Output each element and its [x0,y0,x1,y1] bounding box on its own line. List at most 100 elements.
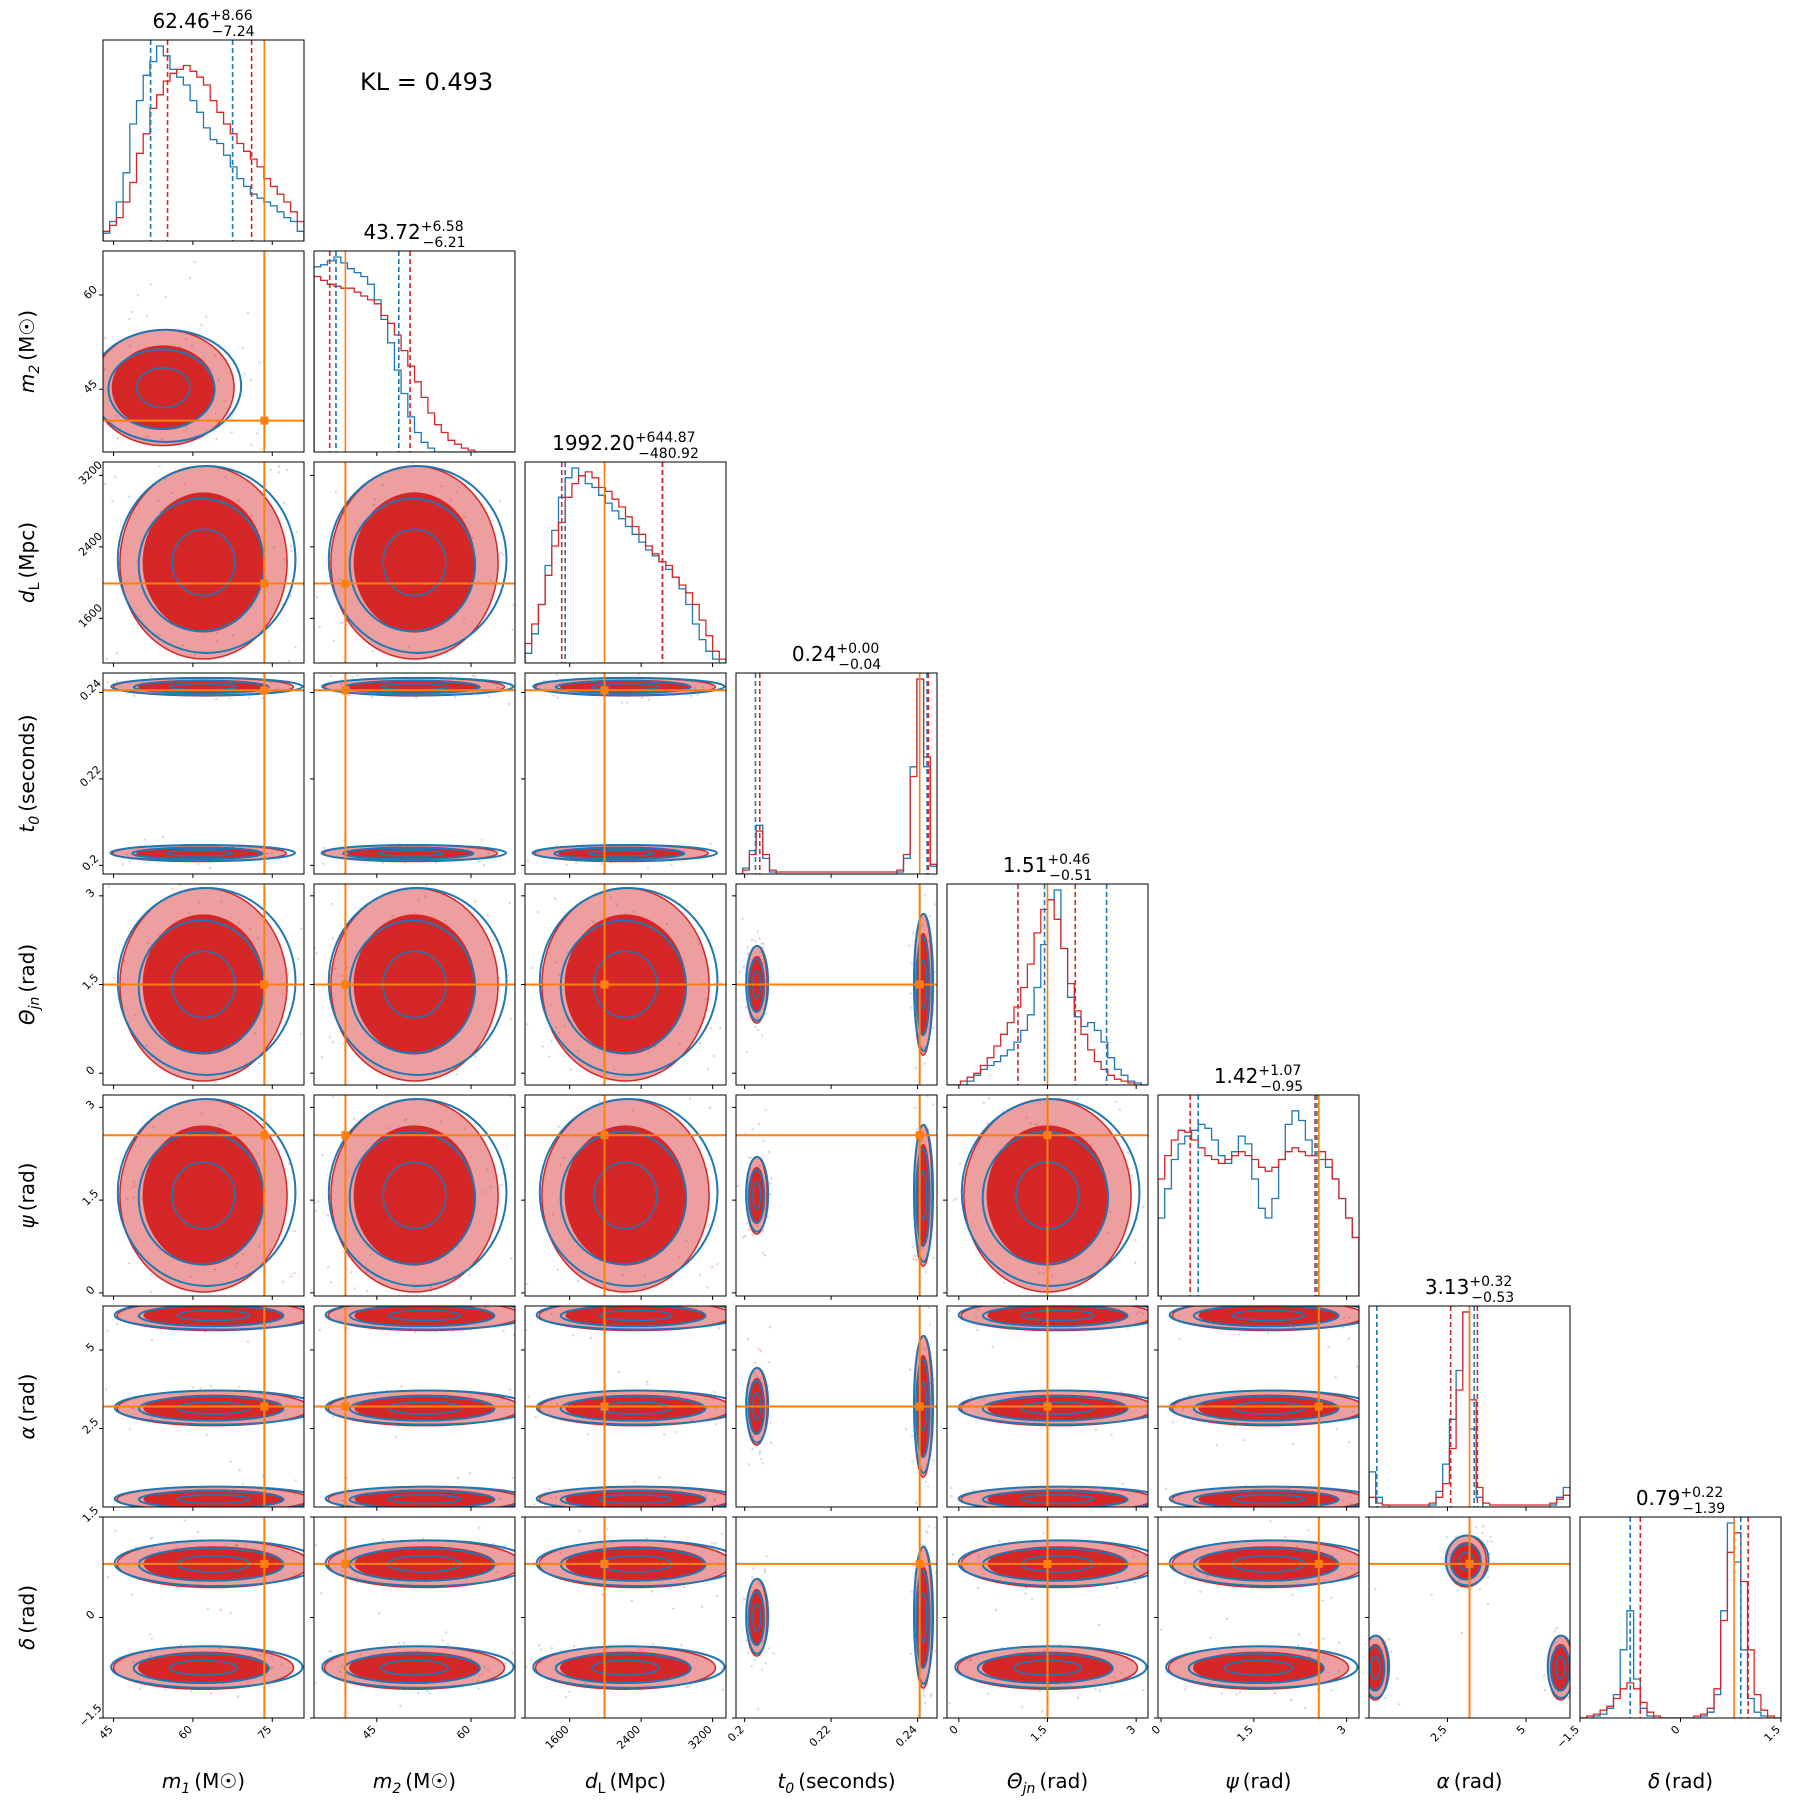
sample-point [598,1100,601,1103]
x-tick-label: 0 [1668,1723,1682,1737]
contour-outer-blue [116,1098,297,1287]
sample-point [189,1082,191,1084]
sample-point [332,1095,335,1098]
sample-point [614,1301,616,1303]
sample-point [551,1213,554,1216]
contour-inner-blue [976,1652,1114,1685]
sample-point [439,1120,443,1124]
sample-point [351,753,353,755]
sample-point [150,1273,153,1276]
sample-point [1080,1081,1082,1083]
truth-marker [341,1402,350,1411]
truth-marker [600,686,609,695]
truth-marker [341,686,350,695]
sample-point [71,1575,73,1577]
sample-point [1349,1503,1353,1506]
sample-point [511,434,513,436]
truth-marker [600,1402,609,1411]
sample-point [156,822,158,824]
sample-point [1543,1688,1547,1692]
contour-outer-blue [960,1098,1141,1287]
sample-point [922,1511,924,1513]
sample-point [1337,1670,1341,1673]
sample-point [1030,1597,1034,1601]
sample-point [106,1329,109,1333]
sample-point [414,696,418,699]
sample-point [274,1335,276,1337]
sample-point [242,670,244,672]
sample-point [1120,1671,1123,1675]
contour-outer-blue [103,328,243,443]
sample-point [269,1655,273,1658]
y-axis-label-psi: ψ(rad) [15,1163,39,1229]
sample-point [504,1507,506,1509]
y-axis-label-alpha: α(rad) [15,1374,39,1440]
sample-point [753,1490,755,1492]
sample-point [920,1247,923,1250]
sample-point [730,1220,732,1222]
contour-outer-blue [110,676,304,697]
sample-point [910,1590,914,1593]
sample-point [471,536,475,540]
sample-point [1042,1272,1045,1275]
hist-line-red [525,471,726,663]
sample-point [314,1682,317,1685]
contour-outer-blue [321,676,515,697]
sample-point [984,1336,986,1338]
contour-outer-blue [745,1366,770,1444]
sample-point [762,942,765,946]
sample-point [161,835,165,839]
contour-inner-blue [1192,1395,1340,1422]
sample-point [441,1639,444,1642]
sample-point [1097,1363,1099,1365]
contour-inner-blue [348,1130,477,1266]
sample-point [921,1046,925,1049]
sample-point [1567,1695,1570,1699]
panel-frame [313,250,516,453]
sample-point [130,310,134,314]
sample-point [921,1139,924,1142]
sample-point [758,1450,762,1453]
sample-point [934,1571,937,1574]
sample-point [146,942,149,945]
sample-point [188,276,191,280]
sample-point [987,1097,991,1100]
sample-point [499,499,502,503]
contour-core-blue [387,1309,462,1322]
sample-point [341,1499,345,1502]
x-axis-label-m1: m1 (M☉) [162,1769,245,1797]
contour-outer-blue [116,887,297,1076]
sample-point [516,1395,518,1397]
sample-point [351,676,354,679]
hist-line-red [1158,1129,1359,1296]
sample-point [913,1561,915,1563]
scatter-panel-dL-psi [521,1094,732,1300]
y-axis-label-delta: δ(rad) [15,1585,39,1650]
sample-point [743,1597,746,1601]
sample-point [1269,1520,1272,1523]
sample-point [755,1224,759,1227]
sample-point [213,1267,217,1271]
contour-inner-blue [107,348,216,430]
sample-point [905,1478,907,1480]
y-tick-label: 1.5 [80,1187,102,1209]
sample-point [923,1701,927,1705]
sample-point [925,1300,927,1302]
sample-point [915,1066,918,1070]
y-tick-label: 45 [81,377,100,396]
sample-point [1366,1651,1368,1653]
sample-point [285,1301,287,1303]
sample-point [307,1580,309,1582]
scatter-panel-theta-psi [943,1081,1149,1365]
sample-point [338,1670,342,1673]
contour-outer-blue [538,887,719,1076]
sample-point [281,603,284,606]
sample-point [711,1265,714,1269]
sample-point [341,974,344,978]
truth-marker [600,980,609,989]
sample-point [1389,1650,1393,1653]
sample-point [739,1673,741,1675]
panel-frame [735,1094,938,1297]
contour-core-blue [598,1309,673,1322]
sample-point [92,326,94,328]
